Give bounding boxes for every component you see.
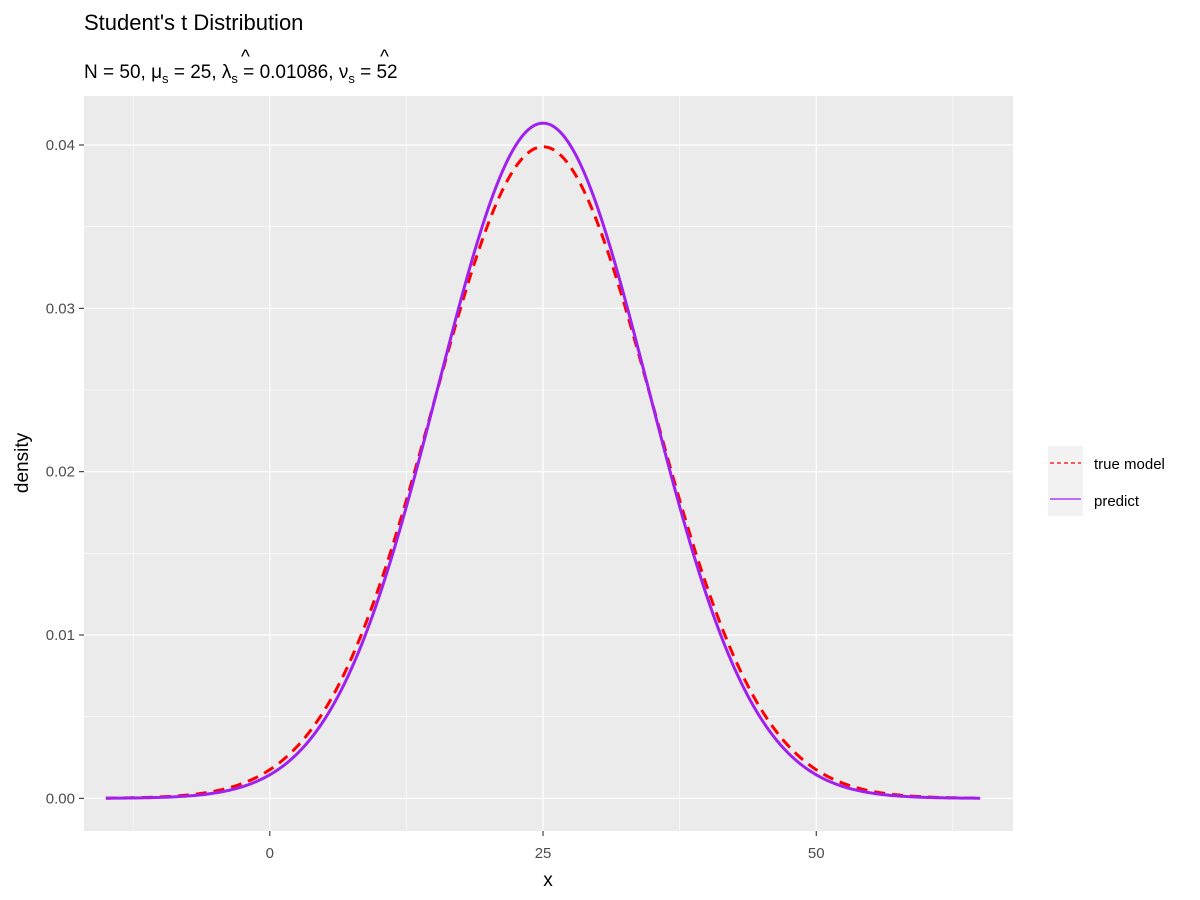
series-layer	[105, 121, 981, 800]
x-tick-label: 25	[535, 845, 552, 862]
subtitle-nu-label: ν	[339, 62, 349, 83]
legend-label-predict: predict	[1094, 493, 1140, 510]
legend-label-true-model: true model	[1094, 456, 1165, 473]
subtitle-mu-sub: s	[162, 71, 169, 86]
lambda-hat-mark: ^	[241, 47, 250, 68]
y-tick-label: 0.01	[46, 627, 75, 644]
y-axis: 0.00 0.01 0.02 0.03 0.04	[46, 137, 84, 807]
legend: true model predict	[1048, 446, 1165, 516]
series-line-predict	[105, 121, 981, 800]
y-tick-label: 0.03	[46, 300, 75, 317]
subtitle-n-label: N	[84, 62, 98, 83]
x-tick-label: 50	[808, 845, 825, 862]
subtitle-lambda-label: λ	[222, 62, 232, 83]
subtitle-lambda-value: 0.01086	[260, 62, 329, 83]
x-axis: 0 25 50	[266, 831, 825, 862]
x-axis-title: x	[543, 870, 553, 891]
grid-major	[84, 96, 1013, 831]
chart-title: Student's t Distribution	[84, 10, 303, 35]
grid-minor	[84, 96, 1013, 831]
subtitle-n-value: 50	[119, 62, 140, 83]
x-tick-label: 0	[266, 845, 274, 862]
y-axis-title: density	[12, 432, 33, 493]
plot-panel	[84, 96, 1013, 831]
subtitle-nu-value: 52	[376, 62, 397, 83]
chart-subtitle: N = 50, μs = 25, λs = 0.01086, νs = 52	[84, 62, 398, 86]
series-line-true-model	[105, 145, 981, 800]
y-tick-label: 0.02	[46, 464, 75, 481]
y-tick-label: 0.04	[46, 137, 75, 154]
y-tick-label: 0.00	[46, 790, 75, 807]
nu-hat-mark: ^	[380, 47, 389, 68]
subtitle-lambda-sub: s	[231, 71, 238, 86]
subtitle-mu-value: 25	[190, 62, 211, 83]
subtitle-nu-sub: s	[348, 71, 355, 86]
subtitle-mu-label: μ	[151, 62, 162, 83]
